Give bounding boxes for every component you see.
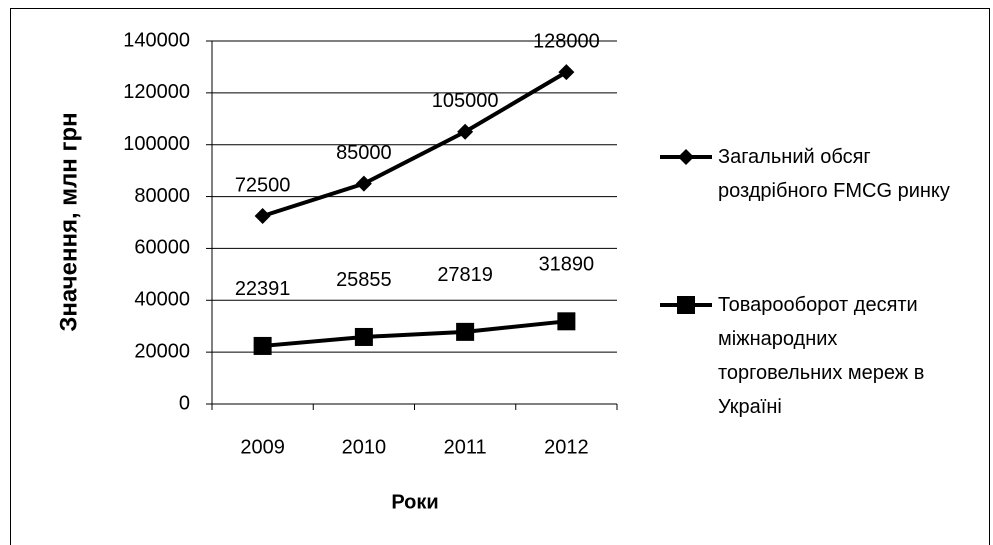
y-tick-label: 80000 [134, 185, 190, 207]
marker [354, 327, 373, 346]
data-label: 128000 [533, 30, 600, 52]
marker [253, 336, 272, 355]
y-tick-label: 100000 [123, 133, 190, 155]
marker [677, 296, 695, 314]
chart-border [10, 8, 990, 545]
series-line [262, 70, 568, 218]
y-axis-title: Значення, млн грн [55, 112, 82, 331]
y-tick-label: 0 [179, 392, 190, 414]
marker [557, 312, 576, 331]
series-line [262, 319, 567, 348]
data-label: 25855 [336, 269, 392, 291]
legend-label: Товарооборот десяти міжнародних торговел… [718, 294, 925, 418]
x-tick-label: 2011 [444, 436, 487, 458]
x-axis-title: Роки [391, 491, 438, 513]
y-tick-label: 20000 [134, 340, 190, 362]
y-tick-label: 140000 [123, 29, 190, 51]
data-label: 27819 [437, 264, 493, 286]
marker [457, 123, 474, 140]
y-tick-label: 60000 [134, 237, 190, 259]
y-tick-label: 120000 [123, 81, 190, 103]
legend-label: Загальний обсяг роздрібного FMCG ринку [718, 146, 950, 202]
data-label: 72500 [235, 174, 291, 196]
y-tick-label: 40000 [134, 289, 190, 311]
x-tick-label: 2009 [240, 436, 285, 458]
data-label: 31890 [539, 254, 595, 276]
x-tick-label: 2010 [342, 436, 387, 458]
marker [456, 322, 475, 341]
data-label: 85000 [336, 142, 392, 164]
marker [355, 175, 372, 192]
data-label: 22391 [235, 278, 291, 300]
marker [558, 64, 575, 81]
marker [678, 149, 694, 165]
data-label: 105000 [432, 90, 499, 112]
x-tick-label: 2012 [544, 436, 589, 458]
marker [254, 208, 271, 225]
